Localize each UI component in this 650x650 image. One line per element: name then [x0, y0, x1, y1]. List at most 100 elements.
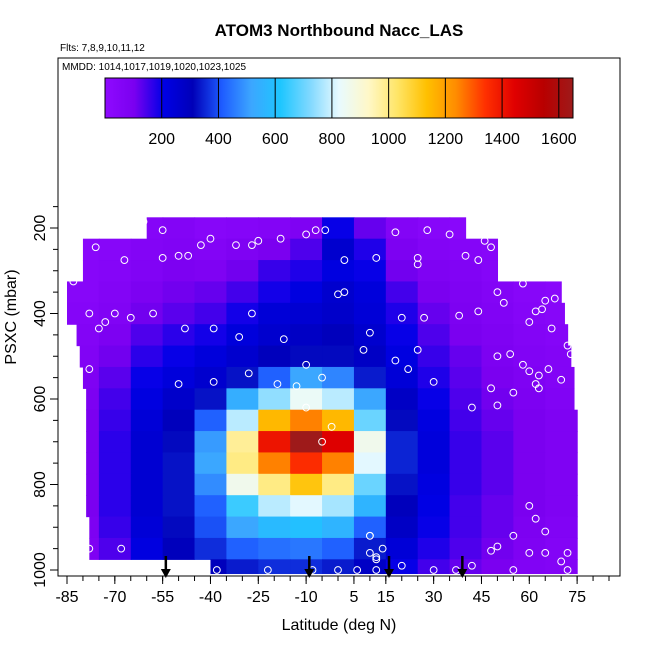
- sample-point: [487, 243, 495, 252]
- heatmap-cell: [98, 409, 132, 432]
- heatmap-cell: [194, 537, 228, 560]
- heatmap-cell: [130, 537, 164, 560]
- y-tick-label: 1000: [32, 552, 49, 588]
- heatmap-cell: [86, 409, 100, 432]
- heatmap-cell: [130, 324, 164, 347]
- heatmap-cell: [226, 366, 259, 389]
- sample-point: [353, 566, 362, 574]
- heatmap-cell: [130, 431, 164, 454]
- heatmap-cell: [258, 452, 291, 475]
- heatmap-cell: [449, 217, 467, 240]
- sample-point: [573, 335, 582, 344]
- sample-point: [563, 341, 572, 350]
- sample-point: [391, 228, 400, 237]
- colorbar-tick-label: 800: [319, 131, 346, 148]
- heatmap-cell: [162, 452, 196, 475]
- heatmap-cell: [162, 324, 196, 347]
- heatmap-cell: [258, 431, 291, 454]
- heatmap-cell: [385, 366, 419, 389]
- heatmap-cell: [226, 345, 259, 368]
- sample-point: [563, 549, 572, 557]
- heatmap-cell: [86, 473, 100, 496]
- sample-point: [509, 388, 518, 397]
- sample-point: [365, 531, 374, 540]
- heatmap-cell: [258, 388, 291, 411]
- heatmap-cell: [258, 324, 291, 347]
- heatmap-cell: [417, 302, 451, 325]
- sample-point: [235, 333, 244, 341]
- heatmap-cell: [513, 388, 546, 411]
- sample-point: [212, 566, 221, 574]
- heatmap-cell: [290, 345, 323, 368]
- arrow-marker: [384, 556, 395, 578]
- heatmap-cell: [385, 537, 419, 560]
- heatmap-cell: [449, 388, 483, 411]
- heatmap-cell: [98, 388, 132, 411]
- sample-point: [209, 378, 218, 386]
- heatmap-cell: [449, 495, 483, 518]
- heatmap-cell: [417, 388, 451, 411]
- sample-point: [279, 335, 288, 344]
- heatmap-cell: [417, 281, 451, 304]
- heatmap-cell: [290, 452, 323, 475]
- heatmap-cell: [385, 495, 419, 518]
- heatmap-cell: [290, 238, 323, 261]
- sample-point: [499, 298, 508, 307]
- heatmap-cell: [322, 324, 355, 347]
- heatmap-cell: [98, 281, 132, 304]
- heatmap-cell: [385, 452, 419, 475]
- sample-point: [91, 243, 100, 252]
- dates-note: MMDD: 1014,1017,1019,1020,1023,1025: [62, 62, 246, 73]
- chart-title: ATOM3 Northbound Nacc_LAS: [215, 21, 464, 40]
- sample-point: [85, 544, 94, 553]
- heatmap-cell: [449, 473, 483, 496]
- sample-point: [538, 305, 546, 314]
- sample-point: [525, 367, 534, 376]
- sample-point: [340, 256, 349, 264]
- heatmap-cell: [162, 345, 196, 368]
- heatmap-cell: [194, 324, 228, 347]
- heatmap-cell: [481, 388, 514, 411]
- heatmap-cell: [545, 409, 578, 432]
- sample-point: [506, 350, 515, 359]
- sample-point: [550, 294, 559, 303]
- sample-point: [445, 230, 454, 239]
- heatmap-cell: [194, 302, 228, 325]
- heatmap-cell: [98, 302, 132, 325]
- sample-point: [365, 549, 374, 557]
- heatmap-cell: [290, 516, 323, 539]
- sample-point: [429, 566, 438, 574]
- heatmap-cell: [449, 452, 483, 475]
- sample-point: [461, 251, 470, 260]
- sample-point: [158, 226, 167, 235]
- heatmap-cell: [322, 516, 355, 539]
- sample-point: [541, 527, 550, 536]
- heatmap-cell: [449, 366, 483, 389]
- heatmap-cell: [449, 409, 483, 432]
- heatmap-cell: [89, 537, 100, 560]
- heatmap-cell: [322, 238, 355, 261]
- heatmap-cell: [481, 260, 499, 283]
- sample-point: [480, 236, 489, 245]
- y-tick-label: 800: [32, 471, 49, 498]
- heatmap-cell: [226, 409, 259, 432]
- sample-point: [244, 369, 253, 378]
- sample-point: [232, 241, 240, 250]
- sample-point: [487, 384, 495, 393]
- heatmap-cell: [322, 345, 355, 368]
- heatmap-cell: [449, 537, 483, 560]
- heatmap-cell: [162, 388, 196, 411]
- heatmap-cell: [513, 281, 546, 304]
- flights-note: Flts: 7,8,9,10,11,12: [60, 43, 145, 54]
- sample-point: [120, 256, 129, 264]
- sample-point: [63, 337, 71, 346]
- sample-point: [184, 251, 193, 260]
- heatmap-cell: [194, 409, 228, 432]
- heatmap-cell: [130, 388, 164, 411]
- heatmap-cell: [322, 302, 355, 325]
- heatmap-cell: [449, 238, 483, 261]
- heatmap-cell: [417, 324, 451, 347]
- heatmap-cell: [258, 559, 291, 575]
- heatmap-cell: [290, 302, 323, 325]
- y-axis: 200 400 600 800 1000: [32, 206, 58, 588]
